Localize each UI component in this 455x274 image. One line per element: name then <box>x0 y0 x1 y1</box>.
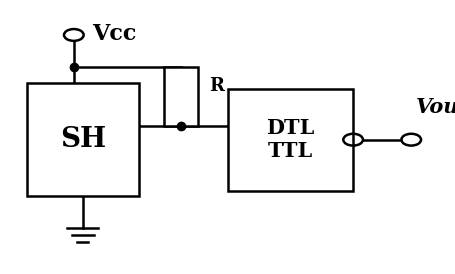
Text: Vout: Vout <box>415 98 455 118</box>
Text: DTL
TTL: DTL TTL <box>266 118 314 161</box>
Text: SH: SH <box>60 126 106 153</box>
Bar <box>27 83 138 196</box>
Bar <box>164 67 197 126</box>
Text: R: R <box>209 77 224 95</box>
Bar <box>228 89 352 191</box>
Text: Vcc: Vcc <box>91 23 136 45</box>
